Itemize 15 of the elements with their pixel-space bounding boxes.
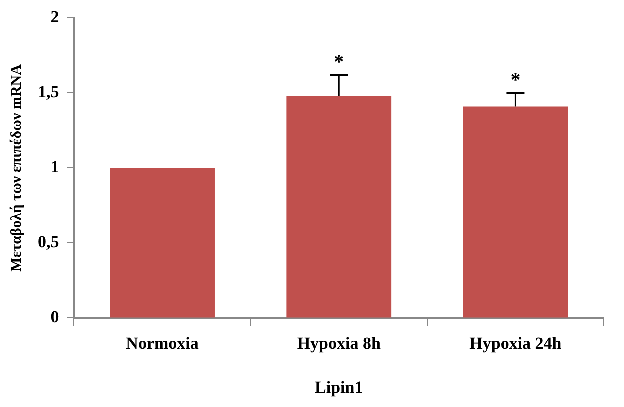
annotation: * — [334, 51, 344, 74]
bar — [286, 96, 392, 318]
y-tick-label: 2 — [50, 8, 60, 27]
x-tick-label: Hypoxia 8h — [297, 334, 382, 353]
y-tick-label: 1,5 — [38, 82, 60, 102]
y-tick-label: 1 — [50, 158, 60, 177]
y-tick-label: 0,5 — [38, 232, 60, 252]
bar — [463, 106, 568, 318]
y-tick-label: 0 — [50, 308, 60, 327]
x-axis-title: Lipin1 — [315, 378, 364, 398]
bar — [110, 168, 215, 318]
x-tick-label: Normoxia — [126, 334, 200, 353]
annotation: * — [510, 69, 521, 92]
x-tick-label: Hypoxia 24h — [470, 334, 562, 353]
y-axis-title: Μεταβολή των επιπέδων mRNA — [8, 64, 25, 272]
